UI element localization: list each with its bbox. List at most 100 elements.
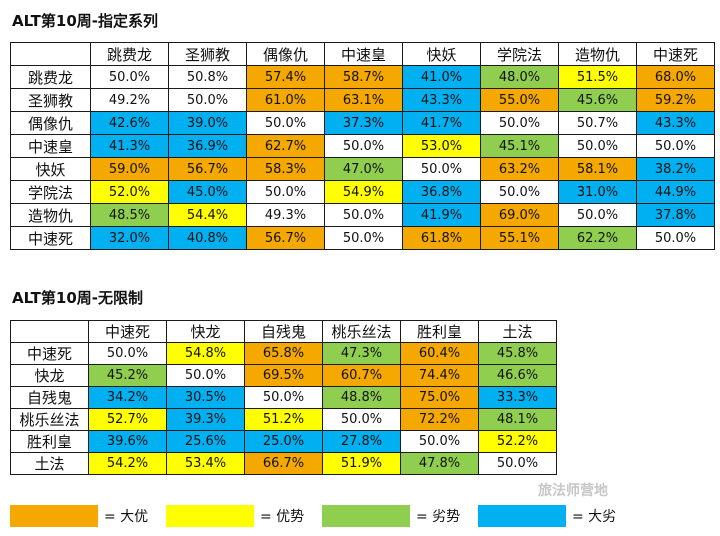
winrate-cell: 45.0% (168, 180, 247, 204)
winrate-cell: 25.0% (244, 430, 323, 453)
winrate-cell: 53.4% (166, 452, 245, 475)
winrate-cell: 66.7% (244, 452, 323, 475)
column-header: 偶像仇 (246, 42, 325, 66)
winrate-cell: 47.0% (324, 157, 403, 181)
header-row: 跳费龙 圣狮教 偶像仇 中速皇 快妖 学院法 造物仇 中速死 (10, 42, 715, 66)
winrate-cell: 49.2% (90, 88, 169, 112)
winrate-cell: 36.8% (402, 180, 481, 204)
winrate-cell: 50.0% (558, 134, 637, 158)
table-row: 自残鬼 34.2% 30.5% 50.0% 48.8% 75.0% 33.3% (10, 386, 557, 409)
legend: = 大优 = 优势 = 劣势 = 大劣 (0, 505, 720, 529)
winrate-cell: 40.8% (168, 226, 247, 250)
row-header: 自残鬼 (10, 386, 89, 409)
winrate-cell: 55.1% (480, 226, 559, 250)
winrate-cell: 50.0% (324, 226, 403, 250)
winrate-cell: 60.7% (322, 364, 401, 387)
winrate-cell: 37.8% (636, 203, 715, 227)
legend-swatch-big-disadv (478, 505, 566, 527)
winrate-cell: 50.0% (480, 180, 559, 204)
column-header: 自残鬼 (244, 320, 323, 343)
winrate-cell: 50.0% (636, 134, 715, 158)
column-header: 桃乐丝法 (322, 320, 401, 343)
column-header: 跳费龙 (90, 42, 169, 66)
row-header: 学院法 (10, 180, 91, 204)
winrate-cell: 68.0% (636, 65, 715, 89)
winrate-cell: 51.9% (322, 452, 401, 475)
winrate-cell: 50.0% (166, 364, 245, 387)
table-row: 快妖 59.0% 56.7% 58.3% 47.0% 50.0% 63.2% 58.1% 38.… (10, 157, 715, 181)
winrate-cell: 42.6% (90, 111, 169, 135)
row-header: 中速皇 (10, 134, 91, 158)
winrate-cell: 41.7% (402, 111, 481, 135)
winrate-cell: 32.0% (90, 226, 169, 250)
winrate-cell: 50.0% (246, 111, 325, 135)
winrate-cell: 48.5% (90, 203, 169, 227)
row-header: 胜利皇 (10, 430, 89, 453)
winrate-cell: 39.3% (166, 408, 245, 431)
winrate-cell: 38.2% (636, 157, 715, 181)
table-row: 学院法 52.0% 45.0% 50.0% 54.9% 36.8% 50.0% 31.0% 44… (10, 180, 715, 204)
winrate-cell: 50.0% (90, 65, 169, 89)
winrate-cell: 50.0% (244, 386, 323, 409)
winrate-cell: 52.7% (88, 408, 167, 431)
row-header: 中速死 (10, 342, 89, 365)
watermark-text: 旅法师营地 (538, 483, 608, 499)
winrate-cell: 41.0% (402, 65, 481, 89)
winrate-cell: 50.0% (558, 203, 637, 227)
winrate-cell: 50.0% (402, 157, 481, 181)
winrate-cell: 50.0% (246, 180, 325, 204)
row-header: 快妖 (10, 157, 91, 181)
legend-swatch-disadv (322, 505, 410, 527)
winrate-cell: 50.7% (558, 111, 637, 135)
winrate-cell: 54.9% (324, 180, 403, 204)
winrate-cell: 48.8% (322, 386, 401, 409)
table-row: 中速皇 41.3% 36.9% 62.7% 50.0% 53.0% 45.1% 50.0% 50… (10, 134, 715, 158)
row-header: 桃乐丝法 (10, 408, 89, 431)
winrate-cell: 65.8% (244, 342, 323, 365)
winrate-cell: 69.0% (480, 203, 559, 227)
winrate-cell: 51.5% (558, 65, 637, 89)
winrate-cell: 48.0% (480, 65, 559, 89)
winrate-cell: 69.5% (244, 364, 323, 387)
winrate-cell: 49.3% (246, 203, 325, 227)
winrate-cell: 62.7% (246, 134, 325, 158)
winrate-cell: 56.7% (246, 226, 325, 250)
table-row: 造物仇 48.5% 54.4% 49.3% 50.0% 41.9% 69.0% 50.0% 37… (10, 203, 715, 227)
table-row: 桃乐丝法 52.7% 39.3% 51.2% 50.0% 72.2% 48.1% (10, 408, 557, 431)
winrate-cell: 61.8% (402, 226, 481, 250)
table-row: 快龙 45.2% 50.0% 69.5% 60.7% 74.4% 46.6% (10, 364, 557, 387)
winrate-cell: 55.0% (480, 88, 559, 112)
legend-swatch-adv (166, 505, 254, 527)
winrate-cell: 44.9% (636, 180, 715, 204)
table-row: 中速死 50.0% 54.8% 65.8% 47.3% 60.4% 45.8% (10, 342, 557, 365)
winrate-cell: 37.3% (324, 111, 403, 135)
winrate-cell: 58.3% (246, 157, 325, 181)
winrate-cell: 54.8% (166, 342, 245, 365)
winrate-cell: 53.0% (402, 134, 481, 158)
winrate-cell: 54.4% (168, 203, 247, 227)
winrate-cell: 60.4% (400, 342, 479, 365)
column-header: 中速皇 (324, 42, 403, 66)
winrate-cell: 74.4% (400, 364, 479, 387)
winrate-cell: 30.5% (166, 386, 245, 409)
winrate-cell: 62.2% (558, 226, 637, 250)
winrate-cell: 72.2% (400, 408, 479, 431)
winrate-cell: 50.0% (480, 111, 559, 135)
winrate-cell: 41.3% (90, 134, 169, 158)
table1-title: ALT第10周-指定系列 (12, 12, 159, 30)
winrate-cell: 50.0% (478, 452, 557, 475)
row-header: 跳费龙 (10, 65, 91, 89)
winrate-cell: 47.3% (322, 342, 401, 365)
winrate-cell: 63.1% (324, 88, 403, 112)
winrate-cell: 34.2% (88, 386, 167, 409)
winrate-cell: 59.2% (636, 88, 715, 112)
winrate-cell: 41.9% (402, 203, 481, 227)
winrate-cell: 45.8% (478, 342, 557, 365)
winrate-cell: 50.0% (636, 226, 715, 250)
winrate-cell: 36.9% (168, 134, 247, 158)
winrate-cell: 39.6% (88, 430, 167, 453)
winrate-cell: 43.3% (402, 88, 481, 112)
table-row: 胜利皇 39.6% 25.6% 25.0% 27.8% 50.0% 52.2% (10, 430, 557, 453)
matchup-table-specified: 跳费龙 圣狮教 偶像仇 中速皇 快妖 学院法 造物仇 中速死 跳费龙 50.0% 50.8% 57.4… (10, 42, 715, 250)
table-row: 偶像仇 42.6% 39.0% 50.0% 37.3% 41.7% 50.0% 50.7% 43… (10, 111, 715, 135)
